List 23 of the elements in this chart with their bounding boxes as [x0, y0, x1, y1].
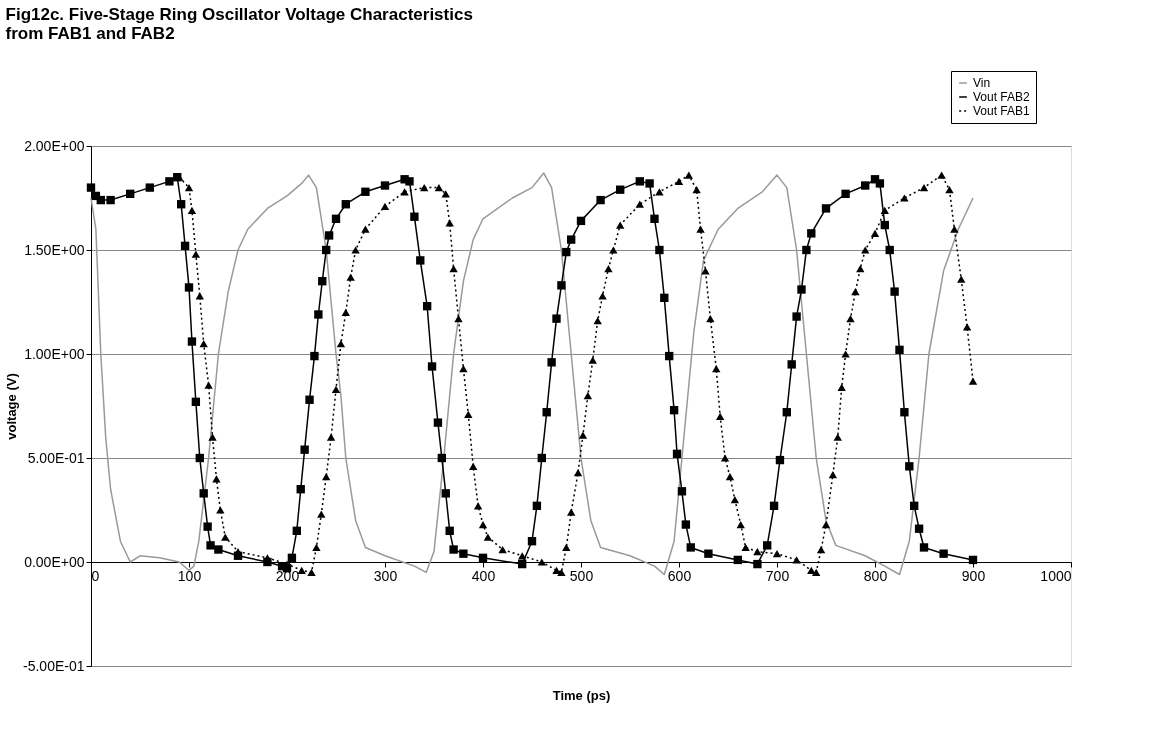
x-tick-label: 800 — [863, 567, 888, 584]
x-tick-label: 100 — [177, 567, 202, 584]
legend-label: Vin — [973, 76, 991, 90]
x-tick-label: 400 — [471, 567, 496, 584]
y-tick-label: 1.50E+00 — [24, 241, 85, 258]
y-axis-title: voltage (V) — [4, 373, 20, 440]
y-tick-label: 1.00E+00 — [24, 345, 85, 362]
legend-label: Vout FAB1 — [973, 104, 1031, 118]
x-axis-title: Time (ps) — [552, 687, 611, 703]
y-tick-label: 5.00E-01 — [27, 449, 85, 466]
chart-title: Fig12c. Five-Stage Ring Oscillator Voltage Characteristics from FAB1 and FAB2 — [5, 4, 473, 43]
legend-label: Vout FAB2 — [973, 90, 1031, 104]
y-tick-label: 0.00E+00 — [24, 553, 85, 570]
x-tick-label: 600 — [667, 567, 692, 584]
x-tick-label: 500 — [569, 567, 594, 584]
x-tick-label: 0 — [91, 567, 100, 584]
x-tick-label: 300 — [373, 567, 398, 584]
x-tick-label: 900 — [961, 567, 986, 584]
x-tick-label: 1000 — [1040, 567, 1072, 584]
x-tick-label: 200 — [275, 567, 300, 584]
x-tick-label: 700 — [765, 567, 790, 584]
y-tick-label: 2.00E+00 — [24, 137, 85, 154]
y-tick-label: -5.00E-01 — [23, 657, 85, 674]
